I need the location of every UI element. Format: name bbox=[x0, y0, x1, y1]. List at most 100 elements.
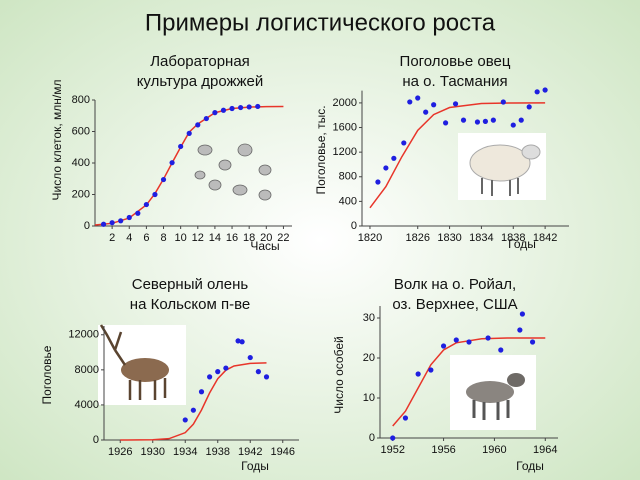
x-tick-label: 1834 bbox=[469, 232, 493, 244]
x-tick-label: 1938 bbox=[206, 446, 230, 458]
y-tick-label: 0 bbox=[84, 220, 90, 232]
data-point bbox=[186, 130, 192, 136]
y-tick-label: 4000 bbox=[75, 399, 99, 411]
wolf-image bbox=[450, 355, 536, 430]
data-point bbox=[428, 367, 434, 373]
data-point bbox=[526, 104, 532, 110]
data-point bbox=[169, 160, 175, 166]
x-axis-label: Годы bbox=[516, 459, 544, 473]
chart-title: Поголовье овец bbox=[400, 53, 511, 70]
data-point bbox=[255, 369, 261, 375]
y-tick-label: 800 bbox=[339, 171, 357, 183]
y-tick-label: 20 bbox=[363, 352, 375, 364]
data-point bbox=[402, 415, 409, 421]
data-point bbox=[500, 99, 506, 105]
slide-title: Примеры логистического роста bbox=[145, 9, 496, 36]
data-point bbox=[529, 339, 536, 345]
x-tick-label: 1942 bbox=[238, 446, 262, 458]
data-point bbox=[118, 218, 124, 224]
y-axis-label: Число клеток, млн/мл bbox=[50, 80, 64, 201]
data-point bbox=[246, 104, 252, 110]
y-tick-label: 0 bbox=[351, 220, 357, 232]
charts: Лабораторная культура дрожжей Часы Число кл… bbox=[40, 53, 569, 473]
data-point bbox=[160, 176, 167, 183]
fit-curve bbox=[392, 337, 546, 427]
x-tick-label: 1960 bbox=[482, 444, 506, 456]
data-point bbox=[498, 347, 504, 353]
data-point bbox=[460, 117, 467, 123]
x-axis-label: Годы bbox=[508, 237, 536, 251]
y-tick-label: 1200 bbox=[333, 146, 357, 158]
data-point bbox=[466, 339, 472, 345]
data-point bbox=[207, 374, 213, 380]
data-point bbox=[229, 105, 235, 112]
chart-title: культура дрожжей bbox=[137, 73, 264, 90]
chart-title: Северный олень bbox=[132, 276, 249, 293]
yeast-image bbox=[194, 143, 272, 201]
y-axis-label: Число особей bbox=[332, 336, 346, 413]
data-point bbox=[223, 365, 229, 371]
data-point bbox=[390, 435, 396, 441]
y-axis-label: Поголовье, тыс. bbox=[314, 105, 328, 194]
data-point bbox=[482, 118, 489, 124]
chart-title: Лабораторная bbox=[150, 53, 250, 70]
x-tick-label: 1964 bbox=[533, 444, 557, 456]
y-tick-label: 400 bbox=[339, 195, 357, 207]
x-tick-label: 12 bbox=[192, 232, 204, 244]
x-tick-label: 8 bbox=[160, 232, 166, 244]
data-point bbox=[431, 102, 437, 108]
x-tick-label: 2 bbox=[109, 232, 115, 244]
x-tick-label: 1830 bbox=[437, 232, 461, 244]
fit-curve bbox=[120, 362, 267, 441]
data-point bbox=[518, 117, 524, 123]
data-point bbox=[383, 165, 389, 171]
data-point bbox=[178, 143, 184, 150]
x-axis-label: Годы bbox=[241, 459, 269, 473]
x-tick-label: 1842 bbox=[533, 232, 557, 244]
x-tick-label: 1926 bbox=[108, 446, 132, 458]
y-tick-label: 400 bbox=[72, 157, 90, 169]
data-point bbox=[517, 327, 523, 333]
x-tick-label: 1826 bbox=[405, 232, 429, 244]
data-point bbox=[407, 99, 413, 105]
data-point bbox=[235, 338, 241, 344]
y-tick-label: 0 bbox=[369, 432, 375, 444]
y-tick-label: 2000 bbox=[333, 97, 357, 109]
data-point bbox=[190, 407, 196, 413]
data-point bbox=[534, 89, 540, 95]
data-point bbox=[126, 214, 132, 221]
x-tick-label: 16 bbox=[226, 232, 238, 244]
x-tick-label: 14 bbox=[209, 232, 221, 244]
data-point bbox=[474, 119, 481, 125]
chart-title: оз. Верхнее, США bbox=[392, 296, 517, 313]
data-point bbox=[212, 110, 218, 116]
data-point bbox=[182, 417, 188, 423]
data-point bbox=[135, 210, 141, 216]
chart-title: Волк на о. Ройал, bbox=[394, 276, 516, 293]
data-point bbox=[440, 343, 447, 349]
y-axis-label: Поголовье bbox=[40, 345, 54, 404]
data-point bbox=[453, 337, 459, 343]
data-point bbox=[100, 221, 107, 227]
x-tick-label: 20 bbox=[260, 232, 272, 244]
x-tick-label: 6 bbox=[143, 232, 149, 244]
data-point bbox=[490, 117, 496, 123]
data-point bbox=[375, 179, 381, 185]
data-point bbox=[220, 107, 227, 113]
data-point bbox=[391, 155, 397, 161]
y-tick-label: 10 bbox=[363, 392, 375, 404]
data-point bbox=[415, 95, 421, 101]
data-point bbox=[203, 115, 209, 122]
sheep-image bbox=[458, 133, 546, 200]
y-tick-label: 0 bbox=[93, 434, 99, 446]
reindeer-image bbox=[98, 324, 186, 405]
x-tick-label: 1820 bbox=[358, 232, 382, 244]
y-tick-label: 30 bbox=[363, 312, 375, 324]
data-point bbox=[247, 354, 253, 361]
x-tick-label: 1930 bbox=[141, 446, 165, 458]
x-tick-label: 1838 bbox=[501, 232, 525, 244]
data-point bbox=[255, 103, 261, 110]
data-point bbox=[143, 201, 149, 208]
chart-title: на Кольском п-ве bbox=[130, 296, 250, 313]
